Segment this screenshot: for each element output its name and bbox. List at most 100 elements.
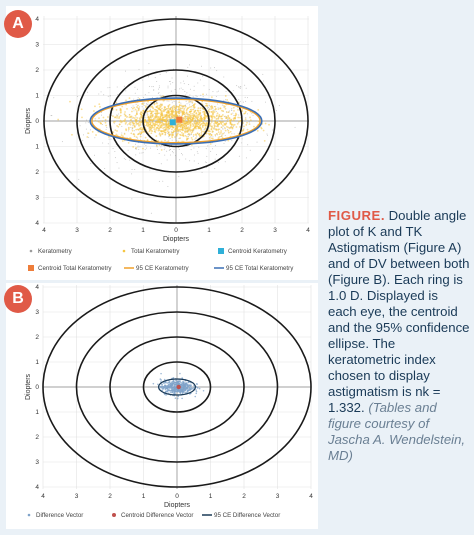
total-keratometry-point [151,121,154,124]
keratometry-point [89,129,91,131]
total-keratometry-point [217,137,220,140]
total-keratometry-point [194,137,197,140]
total-keratometry-point [158,112,160,115]
legend-marker [29,249,33,253]
keratometry-point [156,148,158,150]
total-keratometry-point [191,131,194,133]
x-tick-label: 1 [209,493,213,500]
total-keratometry-point [146,114,149,116]
total-keratometry-point [194,125,197,128]
total-keratometry-point [114,116,117,119]
keratometry-point [212,91,214,93]
total-keratometry-point [164,131,167,134]
keratometry-point [228,110,230,112]
keratometry-point [205,148,207,150]
total-keratometry-point [116,116,118,119]
keratometry-point [165,72,167,74]
total-keratometry-point [195,123,198,126]
total-keratometry-point [189,130,192,132]
keratometry-point [118,167,120,169]
total-keratometry-point [149,128,152,130]
keratometry-point [186,75,188,77]
total-keratometry-point [209,105,212,108]
keratometry-point [225,91,227,93]
ellipse-95-ce-keratometry [91,98,261,144]
total-keratometry-point [199,107,202,109]
total-keratometry-point [189,126,192,129]
total-keratometry-point [172,131,174,134]
total-keratometry-point [190,144,193,146]
keratometry-point [161,144,163,146]
keratometry-point [138,148,140,150]
total-keratometry-point [176,110,179,113]
keratometry-point [175,92,177,94]
keratometry-point [223,99,225,101]
y-tick-label: 2 [35,67,39,74]
keratometry-point [104,167,106,169]
difference-vector-point [186,391,189,393]
keratometry-point [112,147,114,149]
total-keratometry-point [191,123,194,125]
keratometry-point [134,143,136,145]
total-keratometry-point [170,113,173,115]
total-keratometry-point [132,145,135,148]
total-keratometry-point [219,115,222,118]
difference-vector-point [182,380,184,383]
total-keratometry-point [163,108,165,111]
total-keratometry-point [219,121,222,124]
total-keratometry-point [211,113,214,116]
total-keratometry-point [146,125,149,128]
keratometry-point [185,118,187,120]
total-keratometry-point [200,119,203,122]
keratometry-point [159,73,161,75]
keratometry-point [213,67,215,69]
keratometry-point [100,91,102,93]
total-keratometry-point [153,103,156,106]
keratometry-point [223,76,225,78]
keratometry-point [193,85,195,87]
total-keratometry-point [145,123,148,125]
total-keratometry-point [149,116,151,119]
keratometry-point [157,93,159,95]
keratometry-point [238,155,240,157]
total-keratometry-point [217,131,220,134]
keratometry-point [200,94,202,96]
keratometry-point [246,113,248,115]
keratometry-point [133,110,135,112]
total-keratometry-point [196,114,198,117]
total-keratometry-point [168,127,171,130]
keratometry-point [244,84,246,86]
total-keratometry-point [226,125,228,128]
total-keratometry-point [81,116,83,119]
total-keratometry-point [167,121,170,124]
total-keratometry-point [190,114,193,117]
keratometry-point [145,116,147,118]
difference-vector-point [173,392,175,395]
total-keratometry-point [165,111,168,114]
total-keratometry-point [135,136,138,139]
total-keratometry-point [229,121,232,124]
difference-vector-point [170,381,173,384]
y-tick-label: 3 [35,309,39,316]
keratometry-point [275,110,277,112]
total-keratometry-point [233,123,236,126]
keratometry-point [251,113,253,115]
total-keratometry-point [177,106,180,108]
keratometry-point [189,108,191,110]
keratometry-point [178,176,180,178]
total-keratometry-point [230,119,233,122]
total-keratometry-point [209,124,212,127]
total-keratometry-point [194,103,196,105]
keratometry-point [87,121,89,123]
total-keratometry-point [154,112,157,115]
total-keratometry-point [190,108,193,111]
keratometry-point [189,160,191,162]
total-keratometry-point [174,107,177,110]
total-keratometry-point [167,140,170,143]
difference-vector-point [177,395,180,398]
total-keratometry-point [225,111,228,114]
keratometry-point [140,138,142,140]
keratometry-point [107,87,109,89]
total-keratometry-point [168,114,171,117]
keratometry-point [241,142,243,144]
